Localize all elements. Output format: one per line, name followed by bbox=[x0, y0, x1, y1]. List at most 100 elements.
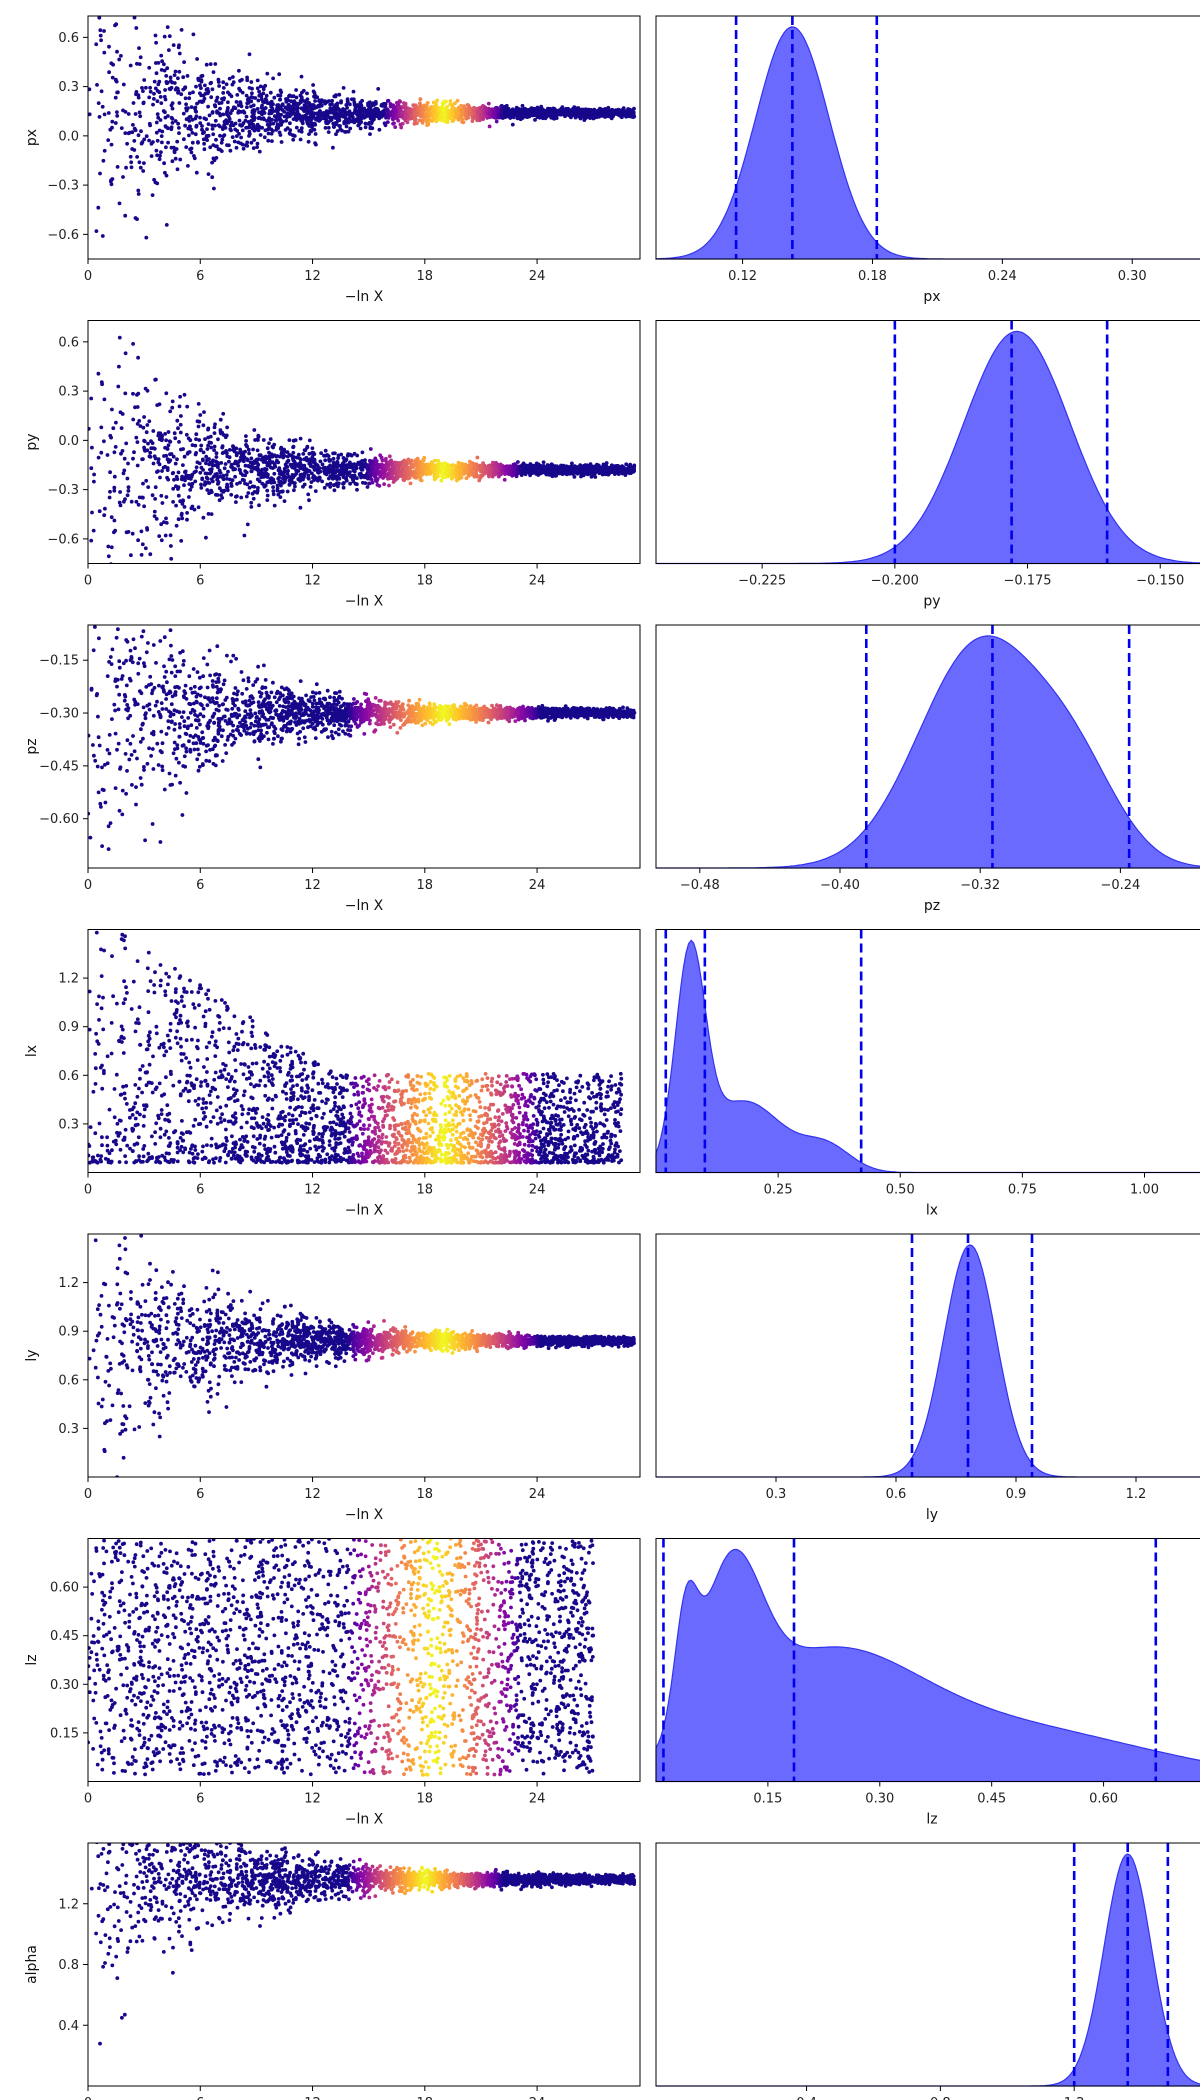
scatter-point bbox=[297, 129, 302, 133]
scatter-point bbox=[180, 476, 185, 480]
scatter-point bbox=[94, 229, 99, 234]
scatter-point bbox=[114, 22, 119, 27]
scatter-point bbox=[470, 119, 475, 123]
scatter-point bbox=[257, 110, 261, 115]
scatter-point bbox=[169, 85, 174, 90]
scatter-point bbox=[88, 426, 91, 431]
scatter-point bbox=[144, 478, 149, 483]
scatter-point bbox=[176, 91, 180, 95]
scatter-point bbox=[244, 444, 249, 448]
scatter-point bbox=[117, 335, 122, 340]
scatter-point bbox=[302, 482, 307, 487]
scatter-point bbox=[323, 126, 328, 130]
scatter-point bbox=[425, 101, 430, 105]
scatter-point bbox=[259, 97, 264, 102]
scatter-point bbox=[141, 169, 146, 173]
scatter-point bbox=[266, 480, 271, 484]
scatter-point bbox=[443, 112, 447, 117]
scatter-point bbox=[108, 470, 112, 475]
scatter-point bbox=[218, 133, 222, 138]
scatter-point bbox=[208, 434, 213, 439]
scatter-point bbox=[162, 68, 167, 73]
scatter-point bbox=[136, 538, 141, 543]
scatter-point bbox=[180, 516, 185, 521]
scatter-point bbox=[202, 141, 207, 146]
scatter-point bbox=[128, 154, 133, 159]
scatter-point bbox=[348, 465, 353, 470]
scatter-point bbox=[161, 109, 166, 113]
scatter-point bbox=[171, 471, 176, 475]
scatter-point bbox=[212, 186, 216, 191]
scatter-point bbox=[160, 501, 165, 505]
scatter-point bbox=[162, 62, 166, 67]
scatter-point bbox=[147, 121, 152, 126]
scatter-point bbox=[122, 499, 126, 504]
scatter-point bbox=[294, 95, 299, 100]
scatter-point bbox=[383, 104, 388, 109]
scatter-point bbox=[197, 438, 202, 442]
scatter-point bbox=[142, 415, 147, 419]
scatter-point bbox=[153, 33, 158, 38]
scatter-point bbox=[198, 121, 203, 125]
scatter-point bbox=[365, 476, 370, 481]
scatter-point bbox=[184, 108, 189, 113]
scatter-point bbox=[356, 116, 361, 121]
scatter-point bbox=[196, 140, 200, 144]
scatter-point bbox=[194, 109, 199, 114]
scatter-point bbox=[123, 110, 128, 114]
scatter-point bbox=[323, 99, 327, 104]
scatter-point bbox=[311, 83, 315, 87]
scatter-point bbox=[277, 115, 282, 120]
scatter-point bbox=[208, 62, 213, 66]
scatter-point bbox=[292, 134, 297, 138]
scatter-point bbox=[166, 477, 171, 482]
scatter-point bbox=[265, 493, 270, 498]
scatter-point bbox=[412, 121, 417, 126]
scatter-point bbox=[247, 451, 252, 456]
scatter-point bbox=[322, 115, 326, 119]
scatter-point bbox=[266, 138, 271, 143]
scatter-point bbox=[131, 417, 136, 422]
scatter-point bbox=[133, 112, 138, 116]
scatter-point bbox=[350, 118, 355, 123]
scatter-point bbox=[432, 477, 437, 482]
scatter-point bbox=[305, 97, 310, 102]
scatter-point bbox=[125, 141, 129, 146]
scatter-point bbox=[202, 147, 207, 152]
scatter-point bbox=[244, 494, 249, 499]
scatter-point bbox=[126, 485, 131, 490]
scatter-point bbox=[312, 460, 316, 465]
scatter-point bbox=[130, 147, 135, 151]
scatter-point bbox=[183, 85, 188, 90]
scatter-point bbox=[187, 91, 192, 96]
scatter-point bbox=[311, 103, 316, 107]
scatter-point bbox=[450, 111, 454, 115]
scatter-point bbox=[236, 109, 241, 114]
scatter-point bbox=[102, 397, 107, 402]
scatter-point bbox=[336, 484, 340, 489]
scatter-point bbox=[271, 492, 276, 497]
scatter-point bbox=[510, 122, 515, 127]
scatter-point bbox=[154, 120, 159, 125]
scatter-point bbox=[245, 78, 250, 83]
scatter-point bbox=[89, 396, 94, 401]
scatter-point bbox=[244, 439, 249, 443]
scatter-point bbox=[576, 110, 580, 114]
scatter-point bbox=[300, 90, 304, 95]
scatter-point bbox=[624, 462, 629, 467]
scatter-point bbox=[281, 455, 286, 460]
scatter-point bbox=[147, 138, 152, 143]
scatter-point bbox=[284, 118, 289, 123]
scatter-point bbox=[332, 125, 336, 129]
scatter-point bbox=[278, 469, 283, 474]
scatter-point bbox=[171, 145, 176, 150]
scatter-point bbox=[249, 95, 254, 99]
scatter-point bbox=[228, 148, 233, 153]
scatter-point bbox=[248, 480, 253, 484]
scatter-point bbox=[334, 132, 338, 137]
scatter-point bbox=[358, 460, 363, 464]
scatter-point bbox=[169, 125, 174, 130]
scatter-point bbox=[221, 86, 226, 90]
scatter-point bbox=[159, 68, 164, 72]
scatter-point bbox=[163, 170, 167, 175]
